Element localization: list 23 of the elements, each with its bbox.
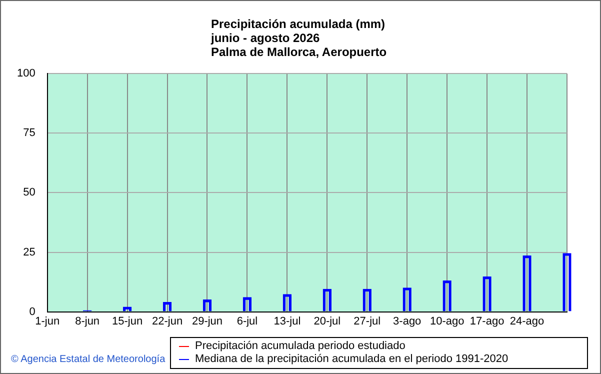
legend-label: Precipitación acumulada periodo estudiado [195, 340, 406, 353]
x-tick-label: 3-ago [393, 315, 422, 328]
chart-subtitle: junio - agosto 2026 Palma de Mallorca, Aeropuerto [211, 31, 387, 59]
y-tick-label: 75 [23, 127, 36, 140]
x-tick-label: 15-jun [112, 315, 143, 328]
y-tick-label: 0 [29, 306, 36, 318]
x-tick-label: 17-ago [470, 315, 504, 328]
legend-label: Mediana de la precipitación acumulada en el periodo 1991-2020 [195, 353, 508, 366]
x-tick-label: 24-ago [510, 315, 544, 328]
x-tick-label: 8-jun [75, 315, 100, 328]
y-tick-label: 50 [23, 186, 36, 199]
x-tick-label: 10-ago [430, 315, 464, 328]
chart-title: Precipitación acumulada (mm) [211, 17, 386, 31]
x-tick-label: 1-jun [35, 315, 60, 328]
y-tick-label: 100 [16, 68, 36, 80]
y-tick-label: 25 [23, 246, 36, 258]
text: © Agencia Estatal de Meteorología [11, 354, 166, 365]
x-tick-label: 27-jul [354, 315, 381, 328]
x-tick-label: 13-jul [274, 315, 301, 328]
x-tick-label: 6-jul [236, 315, 258, 328]
x-tick-label: 20-jul [314, 315, 341, 328]
x-tick-label: 29-jun [192, 315, 223, 328]
x-tick-label: 22-jun [152, 315, 183, 328]
